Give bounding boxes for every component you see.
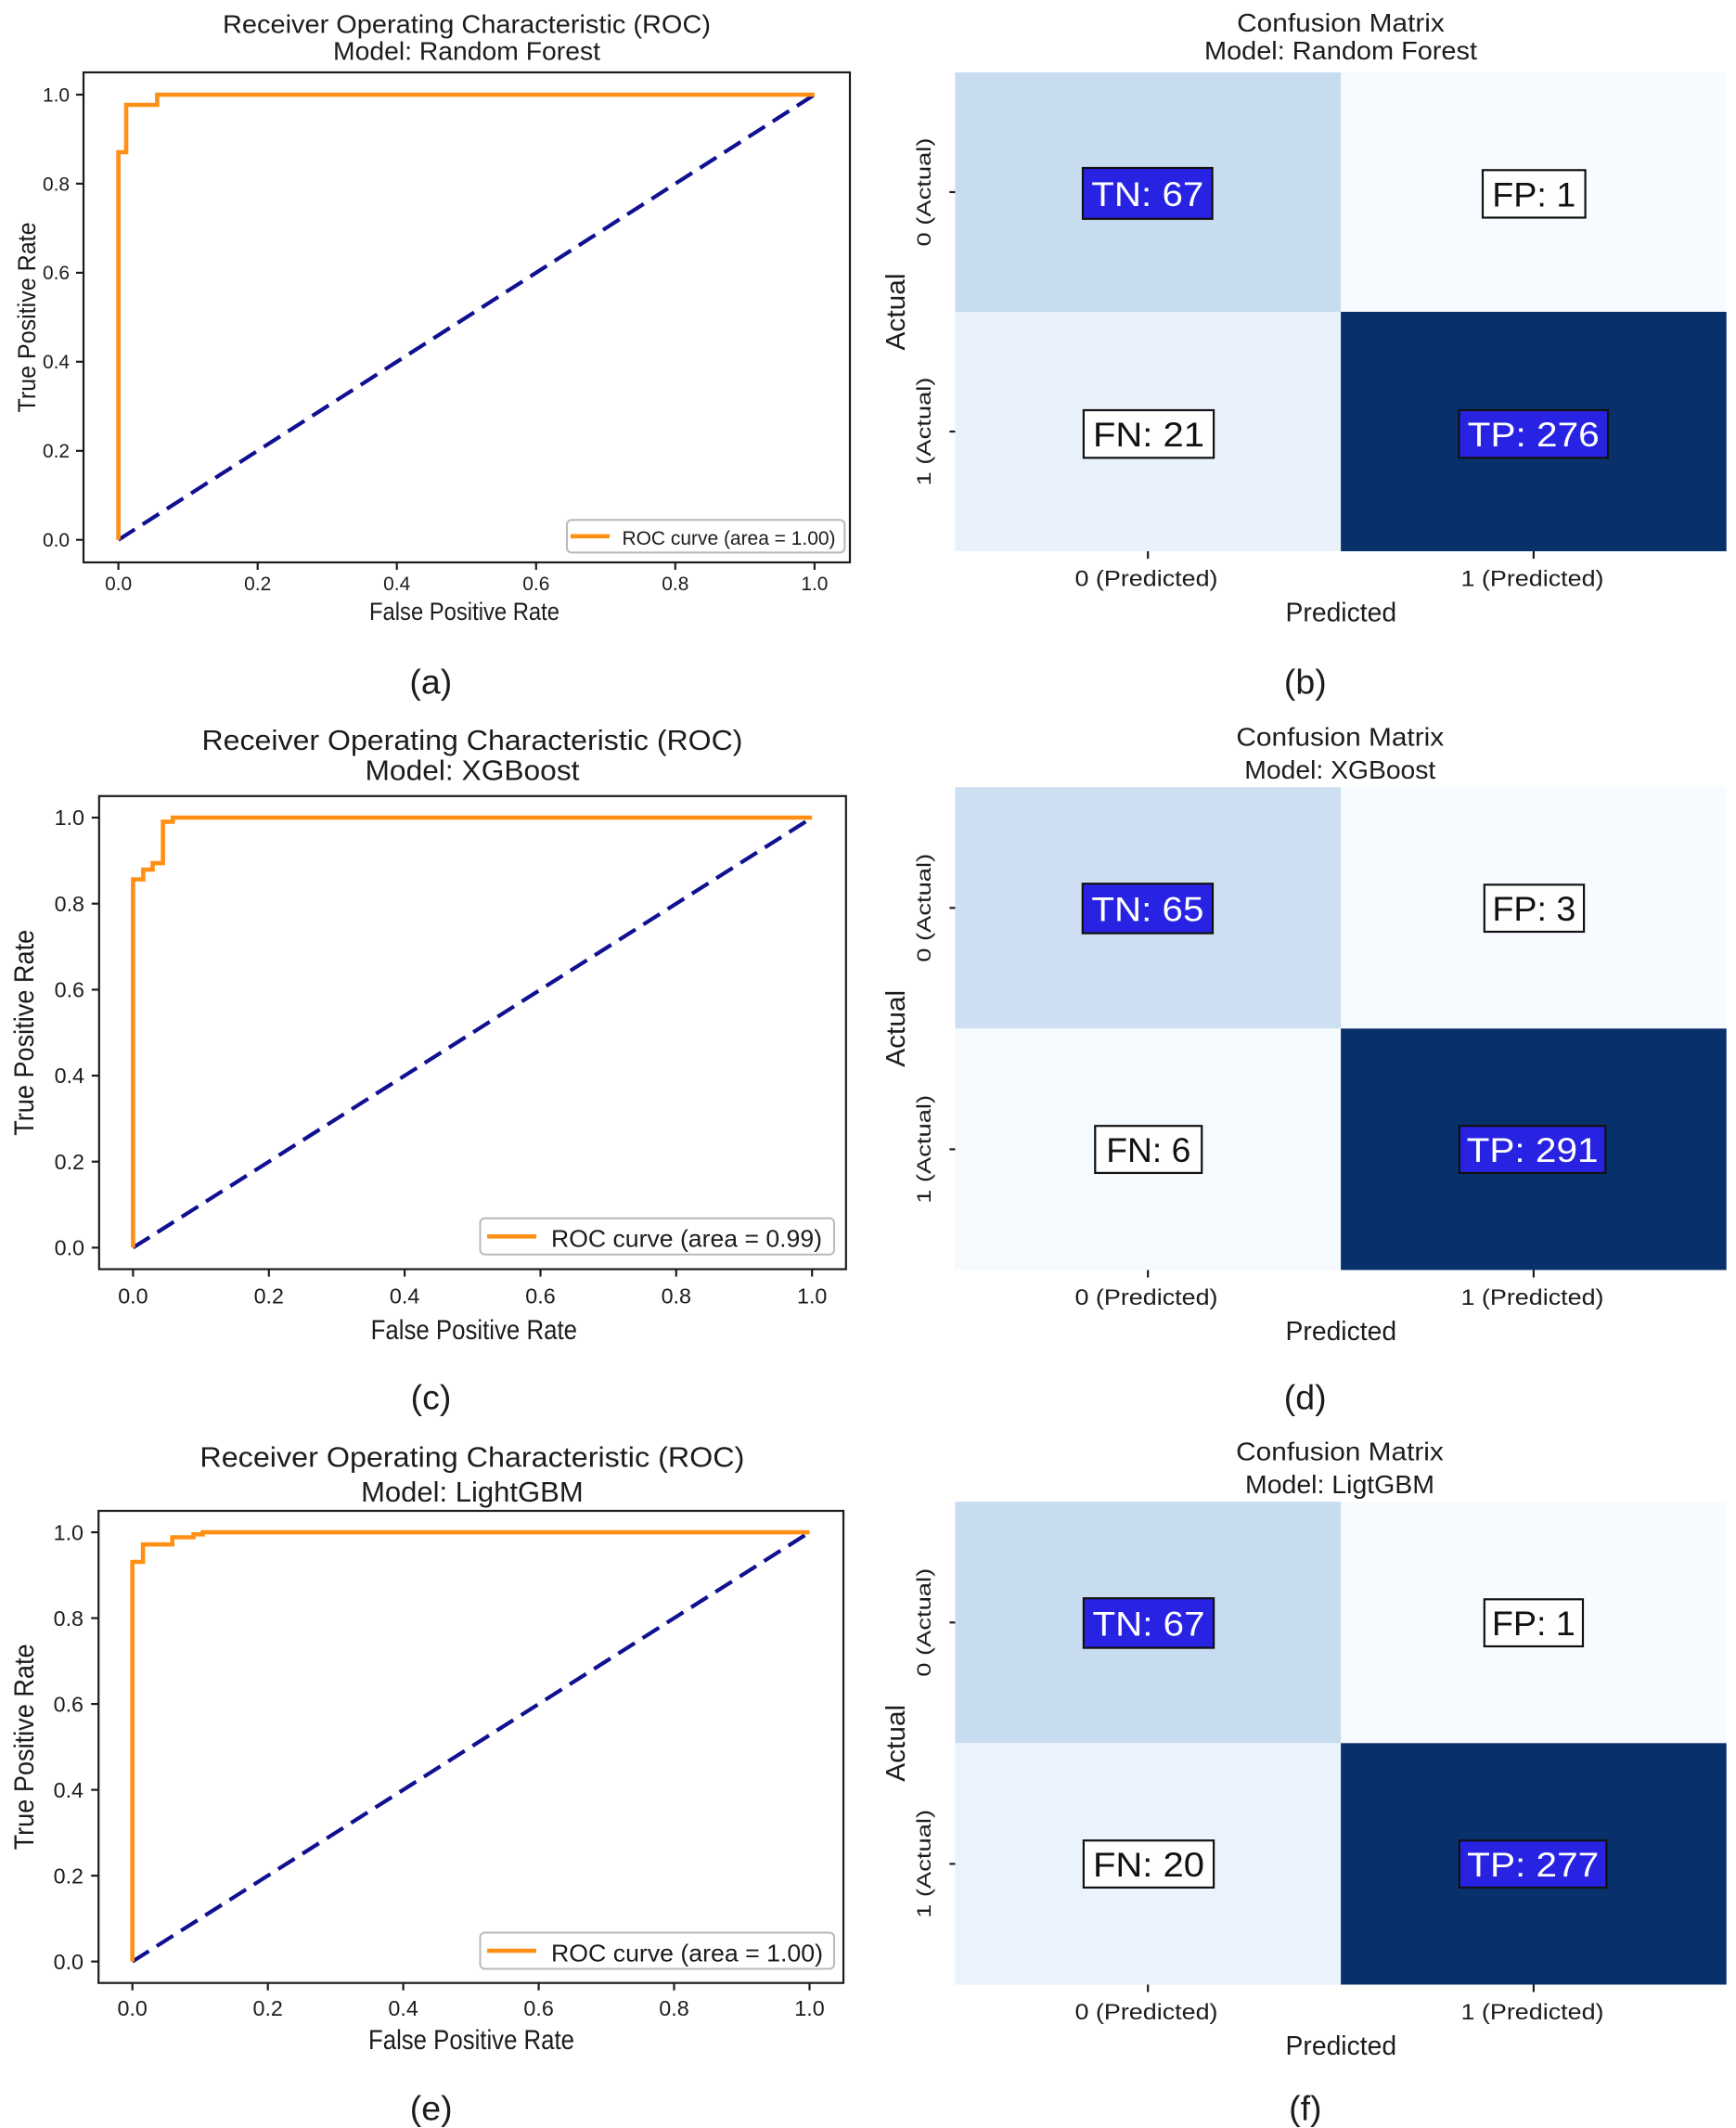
svg-text:1.0: 1.0 (54, 1520, 84, 1544)
svg-text:FN: 20: FN: 20 (1093, 1845, 1204, 1884)
svg-text:0.4: 0.4 (55, 1064, 84, 1088)
svg-text:(d): (d) (1284, 1378, 1327, 1417)
svg-text:1 (Predicted): 1 (Predicted) (1461, 1285, 1604, 1310)
svg-text:Model: XGBoost: Model: XGBoost (366, 755, 581, 787)
svg-text:0.4: 0.4 (383, 574, 410, 595)
svg-text:FN: 6: FN: 6 (1106, 1130, 1190, 1169)
svg-text:ROC curve (area = 1.00): ROC curve (area = 1.00) (623, 527, 836, 549)
svg-text:Predicted: Predicted (1286, 2031, 1397, 2061)
svg-text:0.2: 0.2 (43, 441, 70, 462)
svg-text:1 (Actual): 1 (Actual) (914, 378, 935, 486)
svg-text:Actual: Actual (881, 1705, 911, 1782)
svg-text:Receiver Operating Characteris: Receiver Operating Characteristic (ROC) (223, 9, 711, 38)
svg-text:0 (Actual): 0 (Actual) (914, 1568, 935, 1677)
svg-text:0.6: 0.6 (55, 978, 84, 1002)
svg-text:1.0: 1.0 (801, 574, 828, 595)
svg-text:0.4: 0.4 (54, 1778, 84, 1802)
svg-text:0.6: 0.6 (43, 263, 70, 284)
svg-text:1.0: 1.0 (794, 1996, 824, 2020)
svg-text:0.2: 0.2 (244, 574, 271, 595)
svg-text:0 (Actual): 0 (Actual) (914, 854, 935, 962)
svg-text:1 (Predicted): 1 (Predicted) (1461, 2000, 1604, 2025)
svg-text:Receiver Operating Characteris: Receiver Operating Characteristic (ROC) (199, 1441, 744, 1473)
svg-text:Confusion Matrix: Confusion Matrix (1236, 1437, 1444, 1465)
svg-text:(f): (f) (1289, 2089, 1321, 2128)
svg-text:(c): (c) (411, 1378, 452, 1417)
svg-text:Model: XGBoost: Model: XGBoost (1244, 755, 1435, 784)
svg-text:0.6: 0.6 (522, 574, 549, 595)
svg-text:0.0: 0.0 (105, 574, 132, 595)
svg-text:0.0: 0.0 (118, 1996, 148, 2020)
svg-text:ROC curve (area = 1.00): ROC curve (area = 1.00) (551, 1939, 823, 1967)
svg-text:Actual: Actual (881, 990, 911, 1067)
svg-text:(e): (e) (410, 2089, 453, 2128)
svg-text:Actual: Actual (881, 274, 911, 351)
svg-text:1 (Predicted): 1 (Predicted) (1461, 566, 1604, 591)
svg-text:0.2: 0.2 (253, 1996, 283, 2020)
svg-text:TP: 291: TP: 291 (1467, 1130, 1599, 1169)
svg-text:Confusion Matrix: Confusion Matrix (1237, 8, 1445, 37)
svg-text:0.2: 0.2 (54, 1864, 84, 1888)
svg-text:0.8: 0.8 (54, 1606, 84, 1631)
svg-text:TN: 67: TN: 67 (1091, 174, 1203, 213)
svg-text:(a): (a) (409, 663, 452, 702)
svg-text:0.2: 0.2 (55, 1150, 84, 1174)
svg-text:0.0: 0.0 (118, 1284, 148, 1309)
svg-text:False Positive Rate: False Positive Rate (368, 2025, 574, 2056)
svg-text:True Positive Rate: True Positive Rate (13, 223, 41, 413)
svg-text:0.8: 0.8 (43, 174, 70, 195)
svg-text:0.0: 0.0 (43, 530, 70, 551)
svg-text:TN: 65: TN: 65 (1091, 890, 1203, 929)
svg-text:Confusion Matrix: Confusion Matrix (1236, 722, 1444, 751)
svg-text:0.8: 0.8 (662, 574, 688, 595)
svg-text:True Positive Rate: True Positive Rate (9, 930, 40, 1136)
svg-text:0.0: 0.0 (55, 1236, 84, 1260)
svg-text:1.0: 1.0 (797, 1284, 827, 1309)
svg-text:FP: 3: FP: 3 (1492, 889, 1575, 928)
svg-text:0 (Actual): 0 (Actual) (914, 138, 935, 247)
svg-text:0.6: 0.6 (523, 1996, 553, 2020)
svg-text:False Positive Rate: False Positive Rate (369, 598, 559, 626)
svg-text:False Positive Rate: False Positive Rate (371, 1315, 577, 1346)
svg-text:0.8: 0.8 (659, 1996, 688, 2020)
svg-text:Model: LightGBM: Model: LightGBM (361, 1477, 584, 1508)
svg-text:Model: Random Forest: Model: Random Forest (1204, 36, 1477, 65)
svg-text:1.0: 1.0 (55, 806, 84, 830)
svg-text:0 (Predicted): 0 (Predicted) (1075, 1285, 1218, 1310)
svg-text:0.6: 0.6 (525, 1284, 555, 1309)
svg-text:TP: 277: TP: 277 (1467, 1845, 1599, 1884)
svg-text:0.8: 0.8 (55, 892, 84, 916)
svg-text:(b): (b) (1284, 663, 1327, 702)
svg-text:0 (Predicted): 0 (Predicted) (1075, 566, 1218, 591)
svg-text:Model: LigtGBM: Model: LigtGBM (1245, 1470, 1434, 1499)
svg-text:FN: 21: FN: 21 (1093, 415, 1204, 454)
svg-text:0.0: 0.0 (54, 1950, 84, 1974)
svg-text:TN: 67: TN: 67 (1093, 1605, 1205, 1644)
svg-text:0.4: 0.4 (390, 1284, 419, 1309)
svg-text:0.8: 0.8 (662, 1284, 691, 1309)
svg-text:FP: 1: FP: 1 (1492, 1604, 1575, 1643)
svg-text:ROC curve (area = 0.99): ROC curve (area = 0.99) (551, 1225, 822, 1253)
svg-text:FP: 1: FP: 1 (1492, 175, 1575, 214)
svg-text:1.0: 1.0 (43, 84, 70, 106)
svg-text:1 (Actual): 1 (Actual) (914, 1095, 935, 1204)
svg-text:Receiver Operating Characteris: Receiver Operating Characteristic (ROC) (202, 725, 743, 756)
svg-text:TP: 276: TP: 276 (1468, 415, 1600, 454)
svg-text:Model: Random Forest: Model: Random Forest (333, 36, 600, 65)
svg-text:0.4: 0.4 (388, 1996, 418, 2020)
svg-text:0 (Predicted): 0 (Predicted) (1075, 2000, 1218, 2025)
svg-text:0.4: 0.4 (43, 352, 70, 373)
svg-text:Predicted: Predicted (1286, 599, 1397, 628)
svg-text:1 (Actual): 1 (Actual) (914, 1810, 935, 1918)
svg-text:0.2: 0.2 (254, 1284, 284, 1309)
svg-text:0.6: 0.6 (54, 1692, 84, 1716)
svg-text:Predicted: Predicted (1286, 1317, 1397, 1347)
svg-text:True Positive Rate: True Positive Rate (9, 1644, 40, 1850)
